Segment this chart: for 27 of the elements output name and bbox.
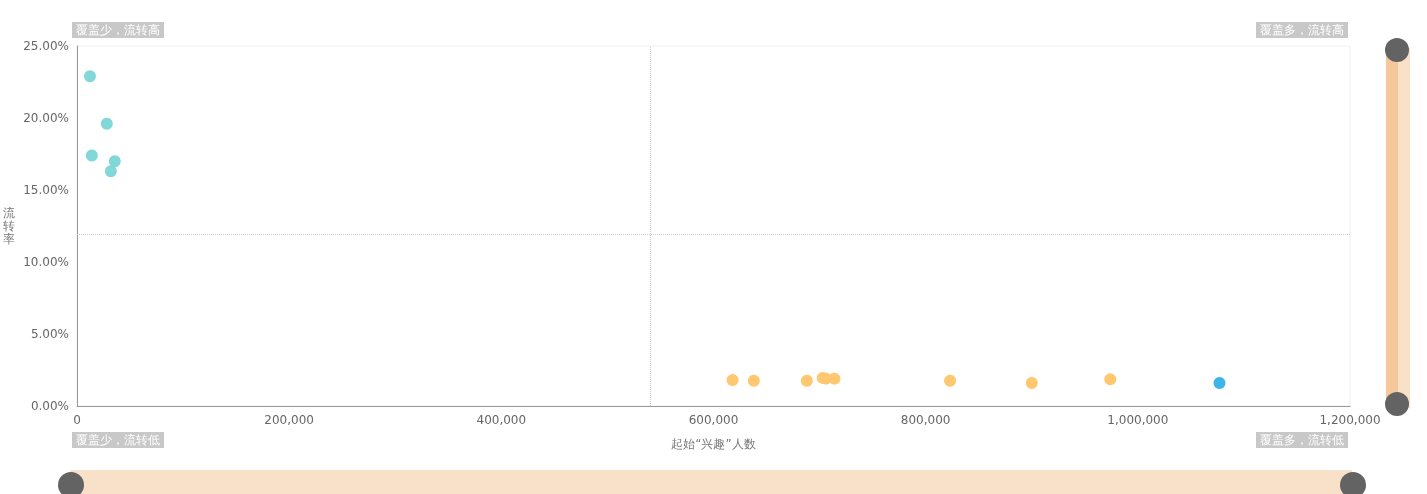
y-axis-title: 流转率: [3, 206, 15, 246]
point: [1213, 376, 1226, 389]
point: [747, 374, 760, 387]
point: [800, 374, 813, 387]
y-tick-label: 0.00%: [30, 399, 69, 413]
point: [83, 70, 96, 83]
x-tick-label: 1,200,000: [1319, 413, 1381, 427]
point: [85, 149, 98, 162]
point: [1025, 376, 1038, 389]
point: [1104, 373, 1117, 386]
x-tick-label: 0: [73, 413, 81, 427]
point: [100, 117, 113, 130]
y-tick-label: 25.00%: [23, 39, 69, 53]
point: [104, 165, 117, 178]
point: [726, 374, 739, 387]
y-tick-label: 10.00%: [23, 255, 69, 269]
x-tick-label: 400,000: [476, 413, 527, 427]
y-tick-label: 5.00%: [30, 327, 69, 341]
x-tick-label: 200,000: [264, 413, 314, 427]
x-tick-label: 1,000,000: [1107, 413, 1169, 427]
y-tick-label: 20.00%: [23, 111, 69, 125]
point: [944, 374, 957, 387]
y-tick-label: 15.00%: [23, 183, 69, 197]
x-axis-title: 起始“兴趣”人数: [671, 437, 756, 451]
x-tick-label: 600,000: [688, 413, 739, 427]
x-tick-label: 800,000: [900, 413, 951, 427]
point: [108, 155, 121, 168]
